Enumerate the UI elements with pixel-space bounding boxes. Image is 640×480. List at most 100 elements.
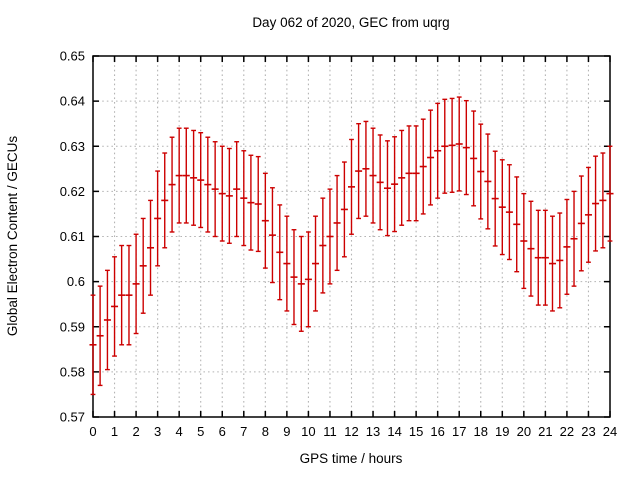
y-tick-label: 0.61	[60, 229, 85, 244]
y-axis-label: Global Electron Content / GECUs	[5, 136, 20, 337]
x-tick-label: 6	[219, 424, 226, 439]
error-bar-point	[477, 123, 485, 220]
chart-title: Day 062 of 2020, GEC from uqrg	[252, 15, 449, 30]
error-bar-point	[541, 209, 549, 306]
x-tick-label: 3	[154, 424, 161, 439]
error-bar-point	[548, 215, 556, 312]
error-bar-point	[412, 125, 420, 222]
error-bar-point	[470, 110, 478, 207]
error-bar-point	[168, 136, 176, 233]
error-bar-point	[333, 174, 341, 272]
error-bar-point	[147, 199, 155, 296]
error-bar-point	[211, 141, 219, 238]
x-tick-label: 16	[430, 424, 444, 439]
error-bar-point	[154, 170, 162, 267]
error-bar-point	[455, 96, 463, 192]
x-tick-label: 15	[409, 424, 423, 439]
error-bar-point	[505, 164, 513, 261]
x-tick-label: 2	[132, 424, 139, 439]
error-bar-point	[491, 150, 499, 247]
x-tick-labels: 0 1 2 3 4 5 6 7 8 9 10 11 12 13 14 15 16 17 18 19 20 21 22 23 24	[89, 424, 617, 439]
error-bar-point	[190, 129, 198, 226]
error-bar-point	[89, 294, 97, 396]
y-tick-label: 0.63	[60, 139, 85, 154]
error-bar-point	[118, 244, 126, 346]
error-bar-point	[268, 187, 276, 284]
y-tick-label: 0.65	[60, 49, 85, 64]
x-tick-label: 5	[197, 424, 204, 439]
error-bar-point	[225, 147, 233, 244]
error-bar-point	[276, 204, 284, 301]
x-axis-label: GPS time / hours	[300, 451, 403, 466]
error-bar-point	[197, 132, 205, 229]
error-bar-point	[383, 140, 391, 237]
error-bar-point	[534, 209, 542, 306]
error-bar-point	[563, 198, 571, 295]
error-bar-point	[570, 190, 578, 287]
error-bar-point	[312, 215, 320, 312]
error-bar-point	[419, 118, 427, 215]
error-bar-point	[391, 136, 399, 233]
x-tick-label: 1	[111, 424, 118, 439]
y-tick-label: 0.57	[60, 410, 85, 425]
x-tick-label: 0	[89, 424, 96, 439]
x-tick-label: 12	[344, 424, 358, 439]
error-bar-point	[103, 269, 111, 371]
error-bar-point	[606, 145, 614, 242]
x-tick-label: 10	[301, 424, 315, 439]
error-bar-point	[577, 175, 585, 272]
error-bar-point	[218, 145, 226, 242]
error-bar-point	[261, 172, 269, 269]
error-bar-point	[348, 138, 355, 235]
error-bar-point	[592, 155, 600, 252]
x-tick-label: 13	[366, 424, 380, 439]
error-bar-point	[434, 102, 442, 199]
error-bar-point	[240, 150, 248, 247]
error-bar-point	[462, 99, 470, 196]
x-tick-label: 24	[603, 424, 617, 439]
error-bar-point	[484, 133, 492, 230]
error-bar-point	[498, 159, 506, 256]
error-bar-point	[254, 155, 262, 253]
error-bar-point	[182, 127, 190, 224]
error-bar-point	[362, 120, 370, 217]
error-bar-point	[584, 166, 592, 263]
error-bar-point	[319, 197, 327, 294]
x-tick-label: 11	[323, 424, 337, 439]
error-bar-point	[427, 109, 435, 206]
error-bar-point	[161, 152, 169, 249]
error-bar-point	[111, 256, 119, 357]
x-tick-label: 17	[452, 424, 466, 439]
x-tick-label: 19	[495, 424, 509, 439]
x-tick-label: 4	[176, 424, 183, 439]
error-bar-point	[520, 192, 528, 290]
error-bar-point	[297, 235, 305, 332]
y-tick-label: 0.6	[67, 274, 85, 289]
error-bar-point	[340, 161, 348, 258]
x-tick-label: 14	[387, 424, 401, 439]
x-tick-label: 18	[474, 424, 488, 439]
x-tick-label: 21	[538, 424, 552, 439]
error-bar-point	[556, 212, 564, 309]
y-tick-label: 0.62	[60, 184, 85, 199]
error-bar-point	[527, 200, 535, 297]
error-bar-point	[405, 125, 413, 222]
error-bar-point	[304, 231, 312, 328]
error-bar-point	[398, 129, 406, 226]
error-bar-point	[233, 141, 241, 238]
x-tick-label: 23	[581, 424, 595, 439]
error-bar-point	[125, 244, 133, 346]
x-tick-label: 8	[262, 424, 269, 439]
error-bar-point	[175, 127, 183, 224]
error-bar-point	[369, 127, 377, 224]
x-tick-label: 9	[283, 424, 290, 439]
error-bar-point	[139, 217, 147, 314]
error-bar-point	[283, 215, 291, 312]
y-tick-label: 0.64	[60, 94, 85, 109]
series-gec-errorbars	[89, 96, 614, 396]
error-bar-point	[513, 176, 521, 273]
error-bar-point	[204, 136, 212, 233]
